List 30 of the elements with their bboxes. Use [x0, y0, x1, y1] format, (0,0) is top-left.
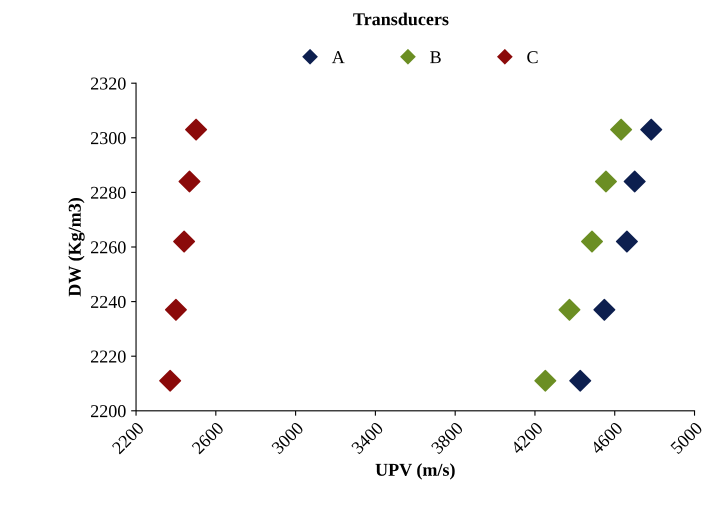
- y-tick-label: 2200: [91, 405, 126, 418]
- point: [624, 170, 646, 192]
- x-tick-label: 4600: [590, 421, 624, 455]
- point: [173, 230, 196, 253]
- y-tick-label: 2280: [91, 186, 126, 199]
- legend-label: C: [527, 51, 538, 64]
- y-tick-label: 2240: [91, 296, 126, 308]
- point: [593, 298, 616, 321]
- legend-label: B: [430, 51, 441, 64]
- x-axis-title: UPV (m/s): [376, 463, 455, 480]
- point: [164, 298, 187, 321]
- y-tick-label: 2220: [91, 350, 126, 363]
- y-axis-title: DW (Kg/m3): [68, 198, 85, 296]
- point: [159, 370, 182, 392]
- point: [640, 118, 662, 141]
- y-tick-label: 2320: [91, 77, 126, 90]
- point: [594, 170, 617, 192]
- point: [178, 170, 200, 192]
- legend-label: A: [332, 51, 345, 64]
- point: [558, 298, 580, 321]
- chart-title: Transducers: [353, 12, 449, 26]
- point: [610, 118, 632, 141]
- x-tick-label: 4200: [510, 421, 544, 455]
- point: [534, 370, 556, 392]
- point: [581, 230, 603, 253]
- point: [185, 118, 208, 141]
- y-tick-label: 2260: [91, 241, 126, 254]
- point: [569, 370, 592, 392]
- point: [616, 230, 638, 253]
- y-tick-label: 2300: [91, 132, 126, 144]
